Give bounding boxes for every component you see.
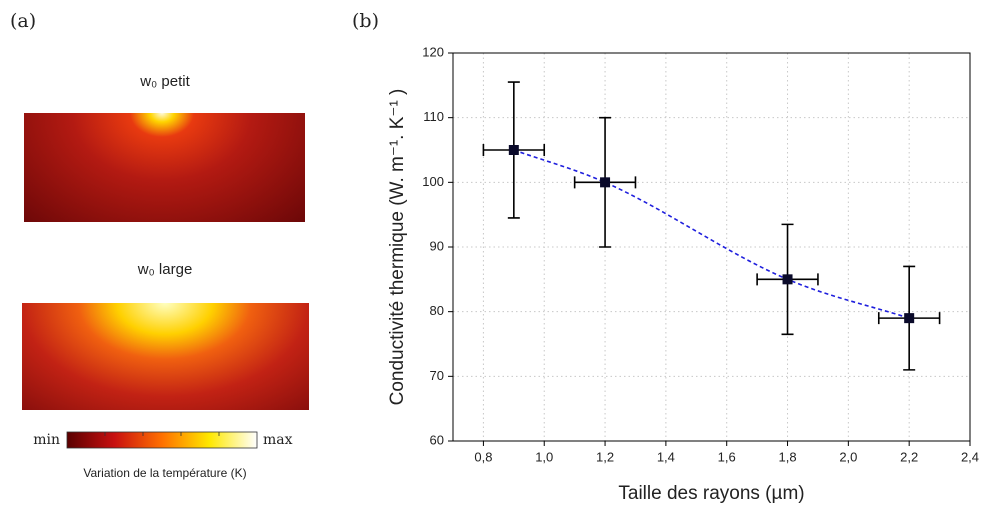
x-tick-label: 1,8	[778, 449, 796, 464]
y-tick-label: 100	[422, 174, 444, 189]
x-tick-label: 1,6	[718, 449, 736, 464]
plot: 60 70 80 90 100 110 120 0,8 1,0 1,2 1,4 1,6 1,8 2,0 2,…	[387, 44, 979, 504]
x-tick-label: 1,0	[535, 449, 553, 464]
x-tick-label: 2,2	[900, 449, 918, 464]
panel-label: (b)	[352, 10, 379, 32]
colorbar-min: min	[33, 432, 60, 448]
y-tick-label: 110	[423, 109, 444, 124]
marker	[508, 145, 519, 155]
colorbar	[66, 431, 258, 449]
marker	[600, 177, 611, 188]
marker	[782, 274, 793, 285]
y-axis-label: Conductivité thermique (W. m⁻¹. K⁻¹ )	[387, 89, 408, 406]
heatmap	[24, 113, 305, 222]
map-title: w₀ large	[137, 261, 193, 278]
axes-frame	[452, 52, 971, 442]
y-tick-label: 120	[422, 44, 444, 59]
colorbar-label: Variation de la température (K)	[83, 466, 246, 480]
x-tick-label: 1,2	[596, 449, 614, 464]
x-tick-label: 2,4	[961, 449, 979, 464]
y-tick-label: 60	[430, 432, 444, 447]
marker	[904, 313, 915, 324]
fit-curve	[513, 149, 910, 319]
panel-label: (a)	[10, 10, 36, 32]
x-tick-label: 1,4	[657, 449, 675, 464]
colorbar-ticks	[104, 432, 220, 436]
x-tick-label: 2,0	[839, 449, 857, 464]
y-tick-label: 80	[430, 303, 444, 318]
x-axis-label: Taille des rayons (µm)	[618, 483, 804, 504]
heatmap	[22, 303, 309, 410]
y-tick-label: 70	[430, 368, 444, 383]
y-tick-label: 90	[430, 238, 444, 253]
colorbar-max: max	[263, 432, 293, 448]
map-title: w₀ petit	[139, 73, 190, 90]
x-tick-label: 0,8	[474, 449, 492, 464]
